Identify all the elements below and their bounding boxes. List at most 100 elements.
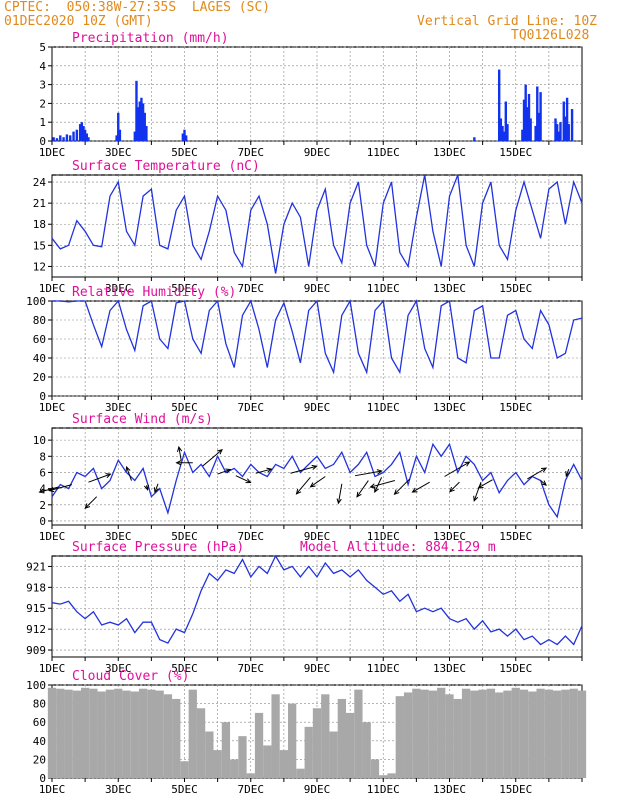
temp-series-line — [51, 174, 583, 274]
precip-bar — [140, 97, 143, 141]
cloud-bar — [379, 775, 388, 778]
wind-vector-head — [464, 461, 471, 467]
temp-xtick-label: 9DEC — [304, 282, 331, 295]
rh-xtick-label: 9DEC — [304, 401, 331, 414]
wind-xtick-label: 7DEC — [238, 530, 265, 543]
precip-ytick-label: 4 — [39, 60, 46, 73]
cloud-bar — [47, 687, 57, 778]
rh-xtick-label: 7DEC — [238, 401, 265, 414]
cloud-bar — [263, 745, 272, 778]
cloud-bar — [321, 694, 330, 778]
temp-ytick-label: 12 — [33, 260, 46, 273]
temp-ytick-label: 18 — [33, 218, 46, 231]
cloud-xtick-label: 5DEC — [171, 783, 198, 796]
precip-bar — [135, 80, 138, 141]
temp-xtick-label: 15DEC — [499, 282, 532, 295]
rh-ytick-label: 20 — [33, 371, 46, 384]
rh-title: Relative Humidity (%) — [72, 285, 236, 300]
precip-bar — [78, 124, 82, 141]
wind-vector-head — [356, 491, 362, 498]
cloud-bar — [196, 708, 206, 778]
cloud-bar — [221, 722, 231, 778]
precip-ytick-label: 3 — [39, 79, 46, 92]
cloud-bar — [478, 689, 487, 778]
rh-xtick-label: 1DEC — [39, 401, 66, 414]
precip-bar — [59, 135, 62, 141]
wind-vector-head — [125, 465, 131, 473]
wind-vector — [356, 480, 369, 498]
cloud-ytick-label: 100 — [26, 679, 46, 692]
cloud-bar — [528, 691, 537, 778]
temp-panel: 12 15 18 21 24 1DEC 3DEC 5DEC 7DEC 9DEC 11DEC 13DEC… — [33, 159, 583, 295]
temp-xtick-label: 5DEC — [171, 282, 198, 295]
cloud-bar — [56, 688, 65, 778]
cloud-bar — [445, 694, 454, 778]
precip-bar — [52, 137, 55, 141]
precip-bar — [82, 125, 85, 141]
precip-xtick-label: 15DEC — [499, 146, 532, 159]
wind-ytick-label: 0 — [39, 515, 46, 528]
cloud-bar — [97, 691, 106, 778]
temp-frame — [51, 174, 583, 278]
wind-vector-head — [541, 467, 548, 473]
wind-vector-head — [473, 495, 479, 502]
cloud-bar — [205, 731, 214, 778]
wind-xtick-label: 3DEC — [105, 530, 132, 543]
precip-bar — [143, 112, 146, 141]
pres-xtick-label: 11DEC — [367, 662, 400, 675]
rh-ytick-label: 0 — [39, 390, 46, 403]
temp-xtick-label: 1DEC — [39, 282, 66, 295]
precip-bar — [526, 107, 529, 141]
cloud-bar — [155, 690, 164, 778]
cloud-bar — [72, 690, 81, 778]
cloud-bar — [536, 688, 545, 778]
precip-bar — [557, 131, 561, 141]
wind-vector-head — [48, 486, 55, 493]
wind-xtick-label: 1DEC — [39, 530, 66, 543]
pres-ytick-label: 909 — [26, 644, 46, 657]
cloud-bar — [428, 690, 438, 778]
cloud-xtick-label: 13DEC — [433, 783, 466, 796]
cloud-bar — [89, 688, 98, 778]
cloud-bar — [105, 689, 115, 778]
wind-vector — [255, 468, 272, 474]
rh-xtick-label: 5DEC — [171, 401, 198, 414]
precip-ytick-label: 2 — [39, 97, 46, 110]
cloud-title: Cloud Cover (%) — [72, 669, 189, 684]
wind-ytick-label: 10 — [33, 434, 46, 447]
temp-xtick-label: 7DEC — [238, 282, 265, 295]
pres-ytick-label: 921 — [26, 560, 46, 573]
wind-vector — [178, 446, 182, 461]
precip-bar — [83, 129, 87, 141]
wind-vector-head — [311, 464, 318, 470]
precip-bar — [529, 118, 532, 141]
wind-vector-head — [105, 473, 112, 479]
wind-vector-head — [153, 487, 159, 494]
rh-ytick-label: 80 — [33, 314, 46, 327]
cloud-bar — [544, 689, 554, 778]
wind-vector-head — [541, 480, 547, 486]
cloud-bar — [188, 689, 197, 778]
cloud-bar — [370, 759, 380, 778]
cloud-bar — [271, 694, 280, 778]
precip-bar — [183, 129, 186, 141]
rh-xtick-label: 13DEC — [433, 401, 466, 414]
cloud-ytick-label: 20 — [33, 753, 46, 766]
cloud-bar — [387, 773, 396, 778]
precip-bar — [555, 124, 559, 141]
rh-xtick-label: 11DEC — [367, 401, 400, 414]
cloud-bar — [279, 750, 289, 778]
temp-xtick-label: 13DEC — [433, 282, 466, 295]
precip-bar — [534, 125, 537, 141]
wind-vector-head — [245, 478, 252, 484]
cloud-bar — [114, 688, 123, 778]
wind-vector — [478, 479, 493, 489]
cloud-bar — [230, 759, 239, 778]
wind-title: Surface Wind (m/s) — [72, 412, 213, 427]
wind-vector — [235, 475, 251, 483]
wind-vector-head — [84, 503, 91, 509]
cloud-bar — [296, 768, 305, 778]
cloud-bar — [238, 736, 247, 778]
precip-bar — [504, 101, 508, 141]
wind-vector — [449, 481, 460, 493]
